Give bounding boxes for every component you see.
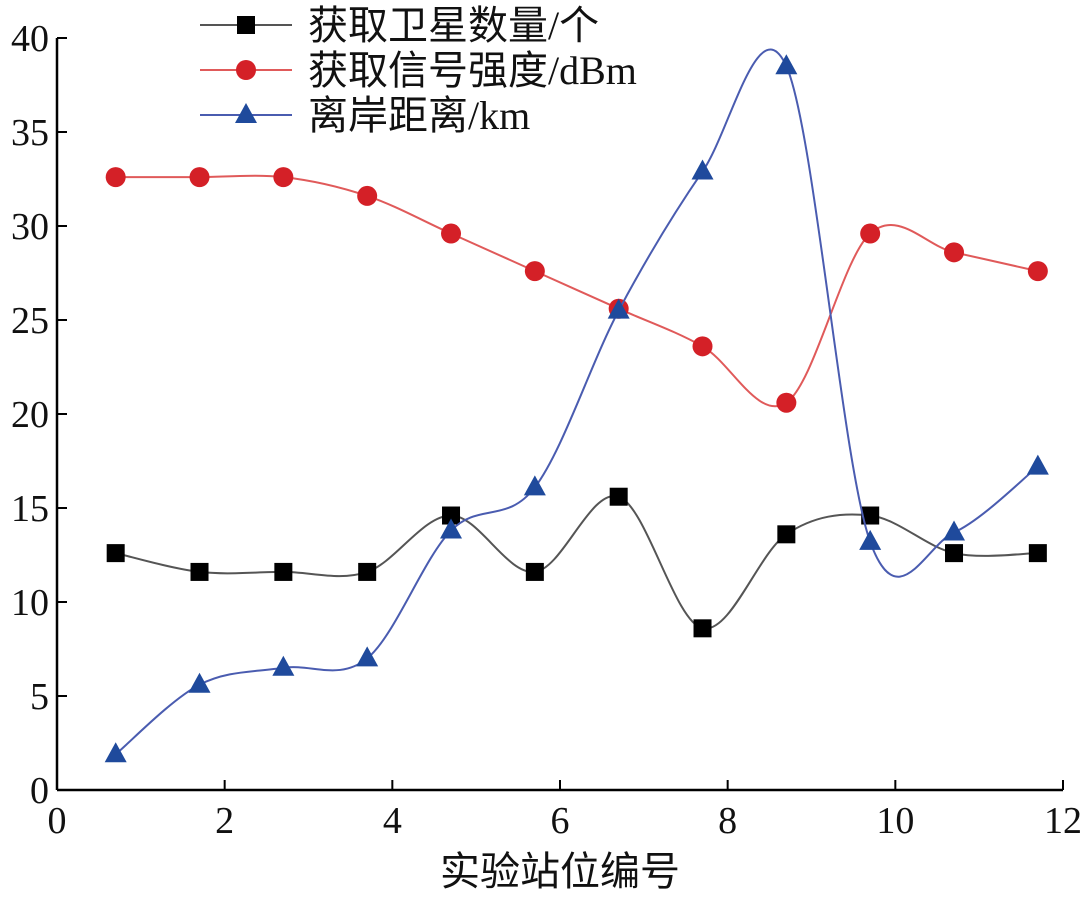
series-line <box>115 48 1039 756</box>
x-tick-label: 12 <box>1044 800 1080 842</box>
data-point <box>272 655 295 676</box>
series-2 <box>105 167 1048 413</box>
x-tick-label: 8 <box>718 800 737 842</box>
data-point <box>1027 261 1048 282</box>
legend-label: 离岸距离/km <box>308 93 530 138</box>
data-point <box>944 242 965 263</box>
axes: 0 5 10 15 20 25 30 35 40 0 2 4 6 8 10 12 <box>11 18 1080 842</box>
series-3 <box>104 48 1049 763</box>
series-layer <box>104 48 1049 763</box>
data-point <box>1026 454 1049 475</box>
data-point <box>860 223 881 244</box>
legend-label: 获取卫星数量/个 <box>308 3 599 48</box>
data-point <box>190 562 209 581</box>
legend-marker <box>237 16 255 34</box>
data-point <box>189 167 210 188</box>
data-point <box>273 167 294 188</box>
data-point <box>442 506 461 525</box>
series-line <box>115 495 1038 630</box>
series-1 <box>106 487 1047 638</box>
data-point <box>524 261 545 282</box>
data-point <box>188 672 211 693</box>
data-point <box>861 506 880 525</box>
data-point <box>945 544 964 563</box>
y-tick-label: 25 <box>11 300 49 342</box>
y-tick-label: 15 <box>11 488 49 530</box>
data-point <box>356 646 379 667</box>
x-tick-label: 2 <box>215 800 234 842</box>
data-point <box>105 167 126 188</box>
x-tick-label: 4 <box>383 800 402 842</box>
data-point <box>441 223 462 244</box>
y-tick-label: 20 <box>11 394 49 436</box>
data-point <box>859 529 882 550</box>
y-tick-label: 10 <box>11 582 49 624</box>
data-point <box>357 185 378 206</box>
data-point <box>440 518 463 539</box>
x-axis-label: 实验站位编号 <box>440 849 680 894</box>
data-point <box>1028 544 1047 563</box>
y-tick-label: 0 <box>30 770 49 812</box>
data-point <box>776 392 797 413</box>
y-tick-label: 40 <box>11 18 49 60</box>
data-point <box>104 742 127 763</box>
legend-marker <box>236 60 256 80</box>
data-point <box>525 562 544 581</box>
data-point <box>691 159 714 180</box>
legend-marker <box>235 103 257 123</box>
data-point <box>274 562 293 581</box>
data-point <box>775 54 798 75</box>
y-tick-label: 35 <box>11 112 49 154</box>
data-point <box>943 520 966 541</box>
series-line <box>115 174 1039 408</box>
data-point <box>607 298 630 319</box>
data-point <box>777 525 796 544</box>
data-point <box>609 487 628 506</box>
legend-label: 获取信号强度/dBm <box>308 48 637 93</box>
y-tick-label: 5 <box>30 676 49 718</box>
data-point <box>358 562 377 581</box>
data-point <box>692 336 713 357</box>
y-tick-label: 30 <box>11 206 49 248</box>
data-point <box>106 544 125 563</box>
x-tick-label: 10 <box>876 800 914 842</box>
data-point <box>693 619 712 638</box>
x-tick-label: 6 <box>551 800 570 842</box>
data-point <box>523 475 546 496</box>
x-tick-label: 0 <box>48 800 67 842</box>
